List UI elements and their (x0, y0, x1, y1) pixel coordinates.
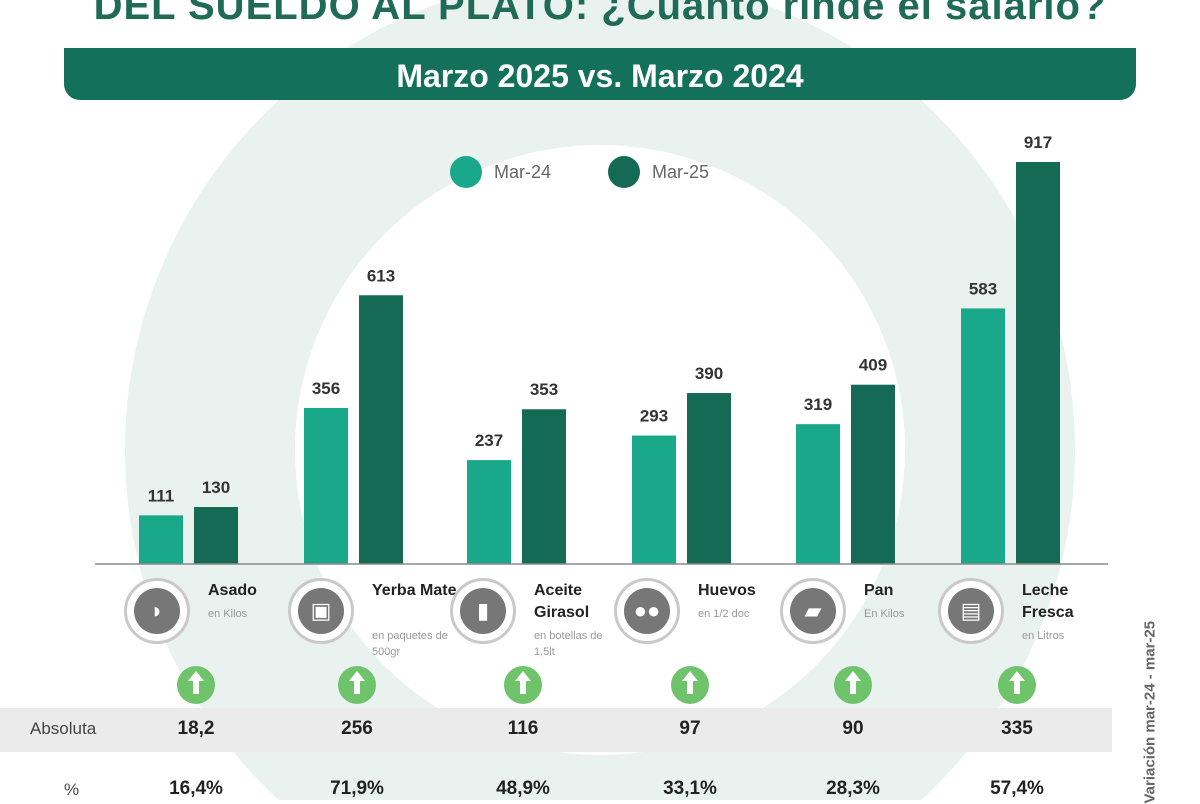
data-label-mar25-3: 390 (695, 364, 723, 383)
product-icon-badge: ◗ (124, 578, 190, 644)
percent-variation-4: 28,3% (826, 778, 880, 799)
up-arrow-icon (338, 666, 376, 704)
bar-mar24-1 (304, 407, 348, 564)
absolute-variation-row (0, 708, 1112, 752)
bar-mar24-3 (632, 435, 676, 564)
legend-label-mar24: Mar-24 (494, 162, 551, 182)
data-label-mar25-0: 130 (202, 478, 230, 497)
bar-mar25-5 (1016, 162, 1060, 564)
product-icon-badge: ▰ (780, 578, 846, 644)
product-icon-badge: ●● (614, 578, 680, 644)
legend-label-mar25: Mar-25 (652, 162, 709, 182)
data-label-mar25-1: 613 (367, 266, 395, 285)
data-label-mar24-3: 293 (640, 407, 668, 426)
bar-mar25-4 (851, 384, 895, 564)
product-unit: en botellas de 1,5lt (534, 630, 603, 658)
absolute-variation-5: 335 (1001, 718, 1033, 739)
absolute-variation-0: 18,2 (177, 718, 215, 739)
absolute-variation-3: 97 (679, 718, 701, 739)
product-unit: en Kilos (208, 608, 248, 620)
yerba-icon: ▣ (298, 588, 344, 634)
product-unit: en paquetes de 500gr (372, 630, 448, 658)
bar-mar25-1 (359, 295, 403, 564)
up-arrow-icon (998, 666, 1036, 704)
product-name: Aceite Girasol (534, 582, 590, 621)
page-subtitle: Marzo 2025 vs. Marzo 2024 (396, 58, 804, 94)
data-label-mar25-5: 917 (1024, 133, 1052, 152)
absolute-variation-4: 90 (842, 718, 864, 739)
data-label-mar24-5: 583 (969, 279, 997, 298)
percent-variation-3: 33,1% (663, 778, 717, 799)
bar-mar25-2 (522, 409, 566, 564)
legend-swatch-mar24 (450, 156, 482, 188)
product-icon-badge: ▮ (450, 578, 516, 644)
meat-icon: ◗ (134, 588, 180, 634)
percent-variation-0: 16,4% (169, 778, 223, 799)
product-unit: En Kilos (864, 608, 905, 620)
bar-mar24-4 (796, 424, 840, 564)
product-label-1: ▣ Yerba Mate en paquetes de 500gr (288, 578, 458, 668)
product-name: Asado (208, 582, 257, 599)
data-label-mar25-4: 409 (859, 356, 887, 375)
legend-swatch-mar25 (608, 156, 640, 188)
bar-mar24-0 (139, 515, 183, 564)
page-title: DEL SUELDO AL PLATO: ¿Cuánto rinde el sa… (93, 0, 1107, 28)
bar-mar25-3 (687, 393, 731, 564)
data-label-mar24-1: 356 (312, 379, 340, 398)
up-arrow-icon (504, 666, 542, 704)
percent-variation-5: 57,4% (990, 778, 1044, 799)
product-name: Yerba Mate (372, 582, 457, 599)
product-unit: en 1/2 doc (698, 608, 750, 620)
variation-side-label: Variación mar-24 - mar-25 (1141, 620, 1159, 804)
product-label-2: ▮ Aceite Girasol en botellas de 1,5lt (450, 578, 620, 668)
product-label-0: ◗ Asado en Kilos (124, 578, 294, 668)
bar-mar24-5 (961, 308, 1005, 564)
oil-bottle-icon: ▮ (460, 588, 506, 634)
product-name: Pan (864, 582, 894, 599)
data-label-mar24-2: 237 (475, 431, 503, 450)
bread-icon: ▰ (790, 588, 836, 634)
eggs-icon: ●● (624, 588, 670, 634)
product-label-5: ▤ Leche Fresca en Litros (938, 578, 1108, 668)
chart-legend: Mar-24 Mar-25 (450, 156, 709, 188)
absolute-variation-1: 256 (341, 718, 373, 739)
data-label-mar24-4: 319 (804, 395, 832, 414)
product-icon-badge: ▤ (938, 578, 1004, 644)
milk-icon: ▤ (948, 588, 994, 634)
product-unit: en Litros (1022, 630, 1065, 642)
product-name: Leche Fresca (1022, 582, 1074, 621)
product-label-4: ▰ Pan En Kilos (780, 578, 950, 668)
up-arrow-icon (834, 666, 872, 704)
subtitle-banner: Marzo 2025 vs. Marzo 2024 (64, 48, 1136, 100)
bar-mar24-2 (467, 460, 511, 564)
product-icon-badge: ▣ (288, 578, 354, 644)
data-label-mar24-0: 111 (148, 486, 175, 505)
percent-variation-2: 48,9% (496, 778, 550, 799)
product-name: Huevos (698, 582, 756, 599)
absolute-variation-2: 116 (507, 718, 539, 739)
product-label-3: ●● Huevos en 1/2 doc (614, 578, 784, 668)
percent-row-label: % (64, 780, 80, 799)
percent-variation-1: 71,9% (330, 778, 384, 799)
up-arrow-icon (177, 666, 215, 704)
bar-mar25-0 (194, 507, 238, 564)
up-arrow-icon (671, 666, 709, 704)
absolute-row-label: Absoluta (30, 719, 97, 738)
data-label-mar25-2: 353 (530, 380, 558, 399)
